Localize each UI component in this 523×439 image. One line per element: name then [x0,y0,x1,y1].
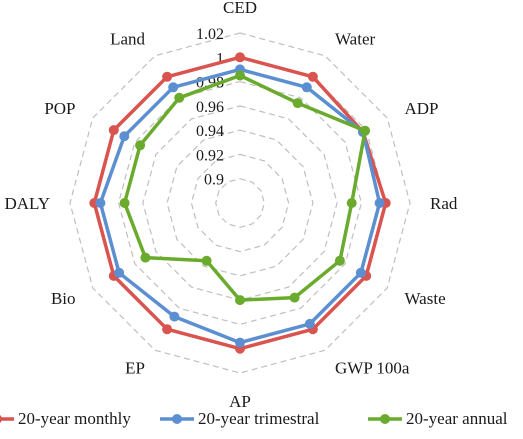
axis-label: ADP [405,99,439,118]
axis-label: GWP 100a [335,359,410,378]
data-point [235,70,245,81]
data-point [114,267,125,278]
grid-ring [215,178,265,228]
axis-label: Bio [51,289,76,308]
legend-label: 20-year monthly [18,409,131,428]
data-point [108,125,119,136]
data-point [119,198,130,208]
grid-ring [142,105,338,301]
grid-ring [117,80,363,326]
data-point [360,125,371,136]
axis-label: Rad [430,194,458,213]
data-point [289,292,300,303]
data-point [304,318,315,329]
data-point [140,252,151,263]
axis-labels: CED Water ADP Rad Waste GWP 100a AP EP Bio DALY PO… [4,0,457,411]
data-point [292,98,303,109]
data-point [135,140,146,151]
legend-item: 20-year trimestral [160,409,320,428]
tick-label: 0.92 [196,147,224,164]
series-3 [119,70,371,306]
data-point [235,52,245,63]
axis-label: DALY [4,194,50,213]
legend-swatch-marker [380,414,390,424]
data-point [346,198,357,208]
legend-swatch-marker [172,414,182,424]
axis-label: AP [229,392,251,411]
data-point [235,295,245,306]
tick-label: 0.96 [196,99,224,116]
data-point [162,324,173,335]
grid-ring [190,153,290,253]
legend-label: 20-year annual [406,409,508,428]
data-point [374,198,385,208]
data-point [162,71,173,82]
data-point [119,131,130,142]
axis-label: POP [44,99,75,118]
axis-label: Water [335,30,375,49]
legend-item: 20-year annual [368,409,508,428]
data-point [334,255,345,266]
data-point [174,92,185,103]
tick-label: 0.9 [204,172,224,189]
axis-label: Land [110,30,145,49]
data-point [301,82,312,93]
data-point [169,311,180,322]
axis-label: CED [223,0,257,17]
data-point [235,337,245,348]
data-point [355,267,366,278]
series-layer [89,52,391,354]
grid-ring [69,32,411,374]
legend-swatch-marker [0,415,2,423]
grid-ring [166,129,314,277]
axis-label: EP [125,359,145,378]
axis-label: Waste [405,289,446,308]
data-point [168,82,179,93]
data-point [307,71,318,82]
tick-label: 1 [216,50,224,67]
tick-label: 0.94 [196,123,224,140]
series-1 [89,52,391,354]
legend: 20-year monthly 20-year trimestral 20-year… [0,409,508,428]
data-point [201,255,212,266]
series-line [122,73,367,302]
data-point [95,198,106,208]
tick-label: 1.02 [196,26,224,43]
legend-label: 20-year trimestral [198,409,320,428]
legend-item: 20-year monthly [0,409,131,428]
